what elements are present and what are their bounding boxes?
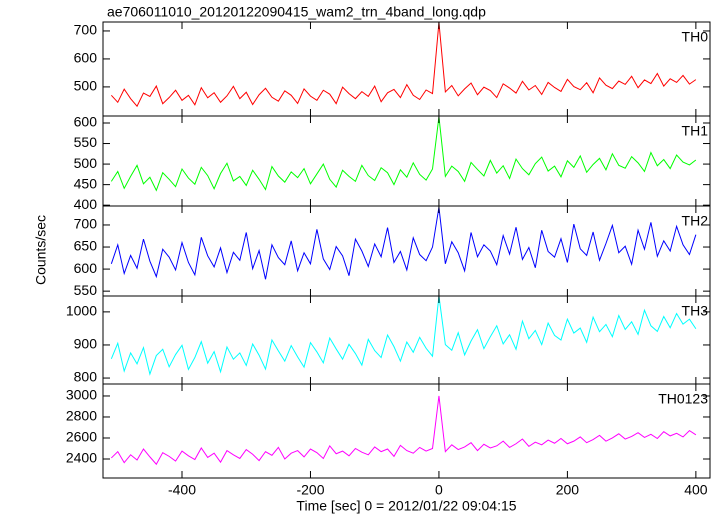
y-tick-label: 2400: [66, 450, 97, 466]
y-tick-label: 900: [74, 336, 98, 352]
panel-label: TH0: [682, 29, 709, 45]
y-tick-label: 550: [74, 134, 98, 150]
x-tick-label: -400: [168, 482, 196, 498]
data-line: [110, 22, 697, 108]
panel-label: TH1: [682, 123, 709, 139]
panel-frame: [102, 21, 711, 117]
y-tick-label: 600: [74, 260, 98, 276]
panel-frame: [102, 115, 711, 207]
data-line: [110, 395, 697, 466]
data-line: [110, 116, 697, 192]
chart-title: ae706011010_20120122090415_wam2_trn_4ban…: [107, 4, 486, 20]
panel-label: TH2: [682, 213, 709, 229]
y-tick-label: 600: [74, 50, 98, 66]
y-tick-label: 2600: [66, 429, 97, 445]
x-axis-label: Time [sec] 0 = 2012/01/22 09:04:15: [296, 498, 516, 514]
y-tick-label: 2800: [66, 408, 97, 424]
panel-frame: [102, 383, 711, 479]
x-tick-label: 0: [435, 482, 443, 498]
y-tick-label: 450: [74, 175, 98, 191]
y-tick-label: 550: [74, 282, 98, 298]
y-tick-label: 400: [74, 196, 98, 212]
data-line: [110, 295, 697, 376]
panel-label: TH0123: [658, 391, 708, 407]
y-tick-label: 800: [74, 369, 98, 385]
y-tick-label: 500: [74, 78, 98, 94]
y-tick-label: 650: [74, 238, 98, 254]
data-line: [110, 207, 697, 280]
panel-frame: [102, 205, 711, 297]
panel-label: TH3: [682, 303, 709, 319]
y-tick-label: 700: [74, 22, 98, 38]
y-tick-label: 500: [74, 155, 98, 171]
y-axis-label: Counts/sec: [33, 215, 49, 285]
y-tick-label: 600: [74, 114, 98, 130]
y-tick-label: 1000: [66, 303, 97, 319]
x-tick-label: 400: [684, 482, 708, 498]
x-tick-label: -200: [296, 482, 324, 498]
x-tick-label: 200: [556, 482, 580, 498]
y-tick-label: 700: [74, 216, 98, 232]
panel-frame: [102, 295, 711, 385]
y-tick-label: 3000: [66, 387, 97, 403]
